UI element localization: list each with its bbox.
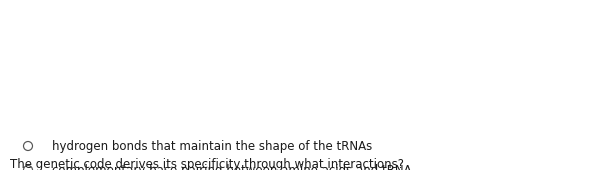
Text: hydrogen bonds that maintain the shape of the tRNAs: hydrogen bonds that maintain the shape o… — [52, 140, 372, 153]
Text: The genetic code derives its specificity through what interactions?: The genetic code derives its specificity… — [10, 158, 404, 170]
Text: complementary base pairing between amino acids and tRNA: complementary base pairing between amino… — [52, 164, 412, 170]
